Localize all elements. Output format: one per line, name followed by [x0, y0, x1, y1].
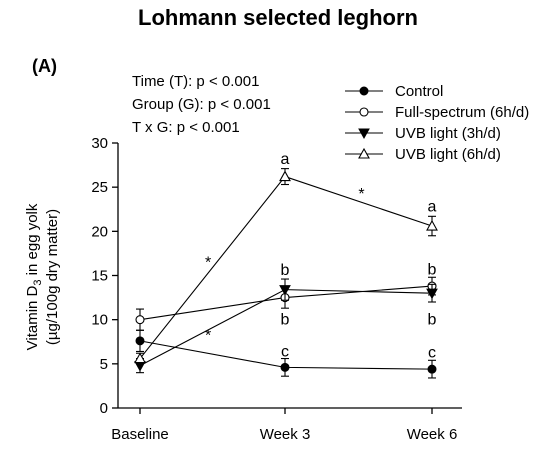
legend: Control Full-spectrum (6h/d) UVB light (3h…: [345, 83, 529, 163]
y-tick-label: 5: [100, 356, 108, 373]
legend-item: UVB light (3h/d): [345, 125, 501, 142]
y-tick-label: 20: [91, 223, 108, 240]
y-tick-label: 30: [91, 135, 108, 152]
legend-item: Control: [345, 83, 443, 100]
significance-label: *: [358, 186, 364, 203]
legend-swatch-marker: [359, 86, 369, 96]
significance-label: b: [281, 262, 290, 279]
y-tick-label: 0: [100, 400, 108, 417]
data-point: [279, 285, 291, 296]
y-axis-label-tail: in egg yolk: [24, 203, 41, 279]
stat-line-group: Group (G): p < 0.001: [132, 96, 271, 113]
data-point: [134, 352, 146, 364]
significance-label: *: [205, 254, 211, 271]
panel-label: (A): [32, 56, 57, 76]
legend-item: Full-spectrum (6h/d): [345, 104, 529, 121]
significance-label: *: [205, 328, 211, 345]
stat-line-interaction: T x G: p < 0.001: [132, 119, 240, 136]
data-point: [426, 219, 438, 231]
legend-label: UVB light (3h/d): [395, 125, 501, 142]
y-axis-label-line1: Vitamin D3 in egg yolk: [24, 203, 44, 350]
data-point: [280, 362, 290, 372]
significance-label: c: [281, 343, 289, 360]
chart-title: Lohmann selected leghorn: [138, 5, 418, 30]
data-point: [135, 336, 145, 346]
legend-item: UVB light (6h/d): [345, 146, 501, 163]
significance-label: b: [281, 312, 290, 329]
stat-line-time: Time (T): p < 0.001: [132, 73, 259, 90]
y-tick-label: 25: [91, 179, 108, 196]
y-axis-label-line2: (µg/100g dry matter): [44, 209, 61, 345]
series-4: [134, 168, 438, 365]
data-point: [279, 170, 291, 182]
significance-label: b: [428, 312, 437, 329]
legend-swatch-marker: [358, 128, 370, 140]
y-axis-label-subscript: 3: [32, 280, 44, 286]
x-tick-label: Baseline: [111, 426, 169, 443]
x-tick-label: Week 6: [407, 426, 458, 443]
data-point: [427, 364, 437, 374]
y-tick-label: 10: [91, 312, 108, 329]
significance-label: c: [428, 344, 436, 361]
series-layer: [134, 168, 438, 379]
significance-label: a: [281, 151, 290, 168]
y-tick-label: 15: [91, 268, 108, 285]
legend-label: UVB light (6h/d): [395, 146, 501, 163]
x-tick-label: Week 3: [260, 426, 311, 443]
data-point: [426, 288, 438, 300]
axes: 0 5 10 15 20 25 30 Baseline Week 3 Week 6: [91, 135, 462, 443]
y-axis-label: Vitamin D3 in egg yolk (µg/100g dry matt…: [24, 203, 61, 350]
data-point: [135, 315, 145, 325]
legend-label: Full-spectrum (6h/d): [395, 104, 529, 121]
significance-label: a: [428, 199, 437, 216]
legend-swatch-marker: [359, 107, 369, 117]
legend-swatch-marker: [358, 147, 370, 159]
significance-label: b: [428, 261, 437, 278]
series-1: [135, 329, 437, 379]
legend-label: Control: [395, 83, 443, 100]
y-axis-label-main: Vitamin D: [24, 285, 41, 350]
